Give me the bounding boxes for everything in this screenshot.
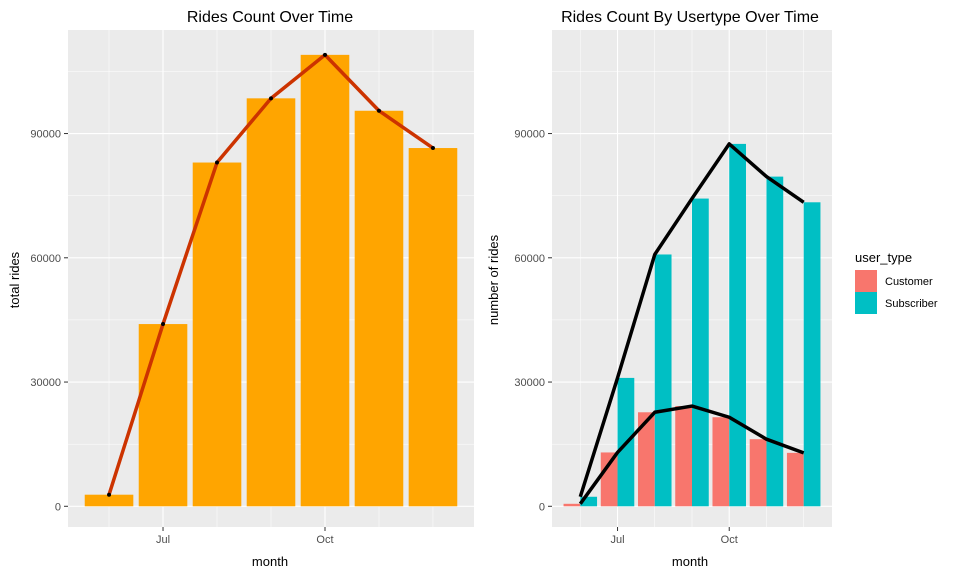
x-tick-label: Oct (721, 534, 738, 546)
right-bars (563, 143, 821, 507)
bar (192, 162, 242, 507)
data-point (107, 492, 112, 497)
right-chart-panel: 0 30000 60000 90000 Jul Oct Rides Count By U… (486, 9, 938, 569)
bar-customer (638, 412, 655, 507)
legend-swatch-customer (855, 270, 877, 292)
right-x-axis-ticks: Jul Oct (611, 527, 738, 546)
left-chart-panel: 0 30000 60000 90000 Jul Oct Rides Count Over… (7, 9, 474, 569)
left-x-axis-label: month (252, 554, 288, 569)
bar-subscriber (766, 176, 784, 507)
right-y-axis-ticks: 0 30000 60000 90000 (514, 129, 552, 513)
left-x-axis-ticks: Jul Oct (156, 527, 334, 546)
y-tick-label: 90000 (514, 129, 545, 141)
right-x-axis-label: month (672, 554, 708, 569)
bar-customer (712, 417, 730, 507)
y-tick-label: 60000 (514, 253, 545, 265)
legend-swatch-subscriber (855, 292, 877, 314)
y-tick-label: 30000 (514, 377, 545, 389)
y-tick-label: 90000 (30, 129, 61, 141)
left-chart-title: Rides Count Over Time (187, 9, 353, 26)
bar-subscriber (692, 198, 709, 507)
data-point (376, 108, 381, 113)
data-point (430, 146, 435, 151)
bar-customer (600, 452, 618, 507)
bar-subscriber (580, 496, 598, 507)
y-tick-label: 30000 (30, 377, 61, 389)
bar-customer (786, 452, 804, 507)
legend: user_type Customer Subscriber (855, 250, 938, 314)
legend-label-subscriber: Subscriber (885, 298, 938, 310)
left-trend-line (107, 52, 435, 497)
left-y-axis-label: total rides (7, 251, 22, 308)
legend-label-customer: Customer (885, 276, 933, 288)
bar (138, 324, 188, 507)
x-tick-label: Jul (156, 534, 170, 546)
bar (246, 98, 296, 507)
bar-customer (563, 503, 581, 507)
right-y-axis-label: number of rides (486, 234, 501, 325)
bar-customer (749, 439, 767, 507)
bar (300, 54, 350, 507)
bar-subscriber (803, 202, 821, 507)
x-tick-label: Jul (611, 534, 625, 546)
data-point (322, 52, 327, 57)
left-y-axis-ticks: 0 30000 60000 90000 (30, 129, 68, 513)
legend-title: user_type (855, 250, 912, 265)
right-trend-lines (578, 142, 805, 505)
y-tick-label: 0 (55, 501, 61, 513)
bar-subscriber (654, 254, 672, 507)
trend-line-customer (578, 404, 805, 505)
bar (354, 110, 404, 507)
bar-customer (675, 406, 692, 507)
data-point (161, 322, 166, 327)
bar-subscriber (729, 143, 746, 507)
x-tick-label: Oct (316, 534, 333, 546)
y-tick-label: 60000 (30, 253, 61, 265)
trend-line-subscriber (578, 142, 805, 498)
y-tick-label: 0 (539, 501, 545, 513)
left-bars (84, 54, 458, 507)
data-point (215, 160, 220, 165)
data-point (269, 96, 273, 101)
bar (408, 148, 458, 507)
bar (84, 494, 134, 507)
right-chart-title: Rides Count By Usertype Over Time (561, 9, 819, 26)
